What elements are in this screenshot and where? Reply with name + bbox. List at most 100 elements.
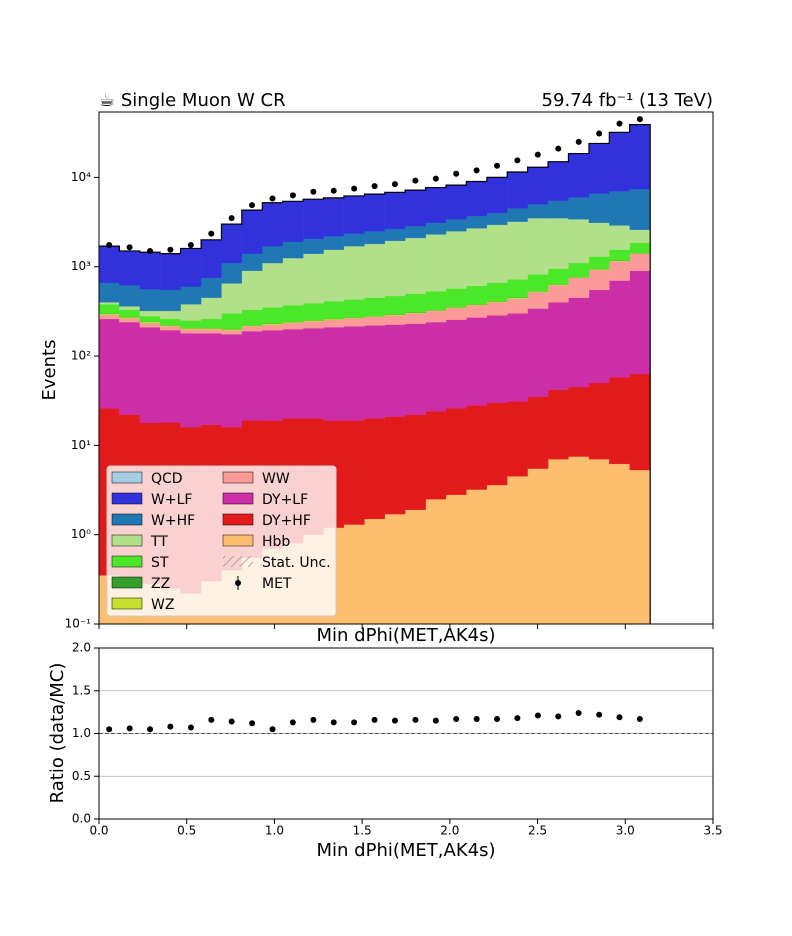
bar-segment bbox=[241, 210, 263, 254]
legend-label: TT bbox=[150, 534, 168, 550]
legend-swatch bbox=[111, 576, 143, 589]
legend-label: QCD bbox=[151, 471, 183, 487]
data-point bbox=[371, 716, 378, 723]
data-point bbox=[473, 715, 480, 722]
bar-segment bbox=[547, 217, 569, 269]
bar-segment bbox=[241, 270, 263, 310]
bar-segment bbox=[486, 177, 508, 214]
y-tick-label: 10⁴ bbox=[71, 170, 91, 184]
y-tick-label: 2.0 bbox=[72, 641, 91, 655]
data-point bbox=[330, 719, 337, 726]
data-point bbox=[208, 716, 215, 723]
bar-segment bbox=[588, 222, 610, 257]
bar-segment bbox=[323, 235, 345, 250]
bar-segment bbox=[384, 315, 406, 325]
bar-segment bbox=[384, 192, 406, 230]
bar-segment bbox=[119, 250, 141, 286]
bar-segment bbox=[547, 285, 569, 303]
bar-segment bbox=[609, 261, 630, 281]
bar-segment bbox=[241, 330, 263, 421]
data-point bbox=[453, 715, 460, 722]
bar-segment bbox=[527, 204, 549, 219]
bar-segment bbox=[588, 269, 610, 291]
bar-segment bbox=[180, 333, 202, 428]
bar-segment bbox=[323, 197, 345, 237]
bar-segment bbox=[609, 463, 630, 625]
legend-swatch bbox=[222, 513, 254, 526]
bar-segment bbox=[160, 318, 181, 326]
legend-swatch bbox=[223, 556, 253, 567]
bar-segment bbox=[404, 237, 426, 294]
data-point bbox=[351, 185, 358, 192]
bar-segment bbox=[139, 315, 161, 322]
bar-segment bbox=[404, 414, 426, 510]
bar-segment bbox=[139, 310, 161, 317]
bar-segment bbox=[588, 459, 610, 625]
bar-segment bbox=[221, 313, 242, 329]
bar-segment bbox=[527, 217, 549, 275]
bar-segment bbox=[568, 197, 590, 220]
bar-segment bbox=[282, 257, 304, 306]
bar-segment bbox=[466, 489, 488, 625]
bar-segment bbox=[364, 193, 385, 232]
bar-segment bbox=[445, 494, 467, 625]
bar-segment bbox=[160, 289, 181, 312]
bar-segment bbox=[629, 124, 651, 190]
data-point bbox=[453, 170, 460, 177]
bar-segment bbox=[200, 329, 222, 334]
bar-segment bbox=[404, 509, 426, 625]
bar-segment bbox=[486, 212, 508, 225]
bar-segment bbox=[303, 328, 324, 419]
bar-segment bbox=[588, 193, 610, 223]
data-point bbox=[636, 715, 643, 722]
bar-segment bbox=[527, 468, 549, 625]
data-point bbox=[106, 726, 113, 733]
bar-segment bbox=[282, 329, 304, 419]
bar-segment bbox=[303, 238, 324, 254]
bar-segment bbox=[404, 190, 426, 227]
data-point bbox=[310, 716, 317, 723]
y-tick-label: 10² bbox=[71, 349, 91, 363]
bar-segment bbox=[547, 200, 569, 219]
bar-segment bbox=[282, 305, 304, 322]
bar-segment bbox=[486, 302, 508, 316]
bar-segment bbox=[629, 242, 651, 254]
data-point bbox=[514, 715, 521, 722]
bar-segment bbox=[588, 289, 610, 384]
bar-segment bbox=[343, 420, 365, 525]
legend-swatch bbox=[111, 471, 143, 484]
data-point bbox=[371, 183, 378, 190]
bar-segment bbox=[629, 188, 651, 230]
bar-segment bbox=[527, 274, 549, 292]
bar-segment bbox=[568, 153, 590, 198]
bar-segment bbox=[425, 321, 447, 412]
bar-segment bbox=[507, 298, 528, 314]
legend-swatch bbox=[111, 597, 143, 610]
bar-segment bbox=[364, 243, 385, 298]
bar-segment bbox=[343, 245, 365, 300]
bar-segment bbox=[343, 299, 365, 318]
y-tick-label: 1.0 bbox=[72, 726, 91, 740]
bar-segment bbox=[262, 307, 283, 324]
data-point bbox=[126, 725, 133, 732]
data-point bbox=[412, 177, 419, 184]
legend-label: Hbb bbox=[262, 534, 290, 550]
x-tick-label: 0.5 bbox=[177, 824, 196, 838]
data-point bbox=[126, 244, 133, 251]
bar-segment bbox=[139, 252, 161, 290]
bar-segment bbox=[466, 228, 488, 287]
bar-segment bbox=[486, 484, 508, 625]
bar-segment bbox=[139, 289, 161, 312]
data-point bbox=[228, 718, 235, 725]
bar-segment bbox=[384, 513, 406, 625]
bar-segment bbox=[323, 301, 345, 319]
bar-segment bbox=[425, 411, 447, 500]
bar-segment bbox=[507, 476, 528, 625]
bar-segment bbox=[119, 318, 141, 323]
bar-segment bbox=[466, 405, 488, 490]
data-point bbox=[147, 726, 154, 733]
bar-segment bbox=[364, 418, 385, 520]
y-tick-label: 0.5 bbox=[72, 769, 91, 783]
bar-segment bbox=[609, 249, 630, 261]
legend-swatch bbox=[111, 534, 143, 547]
